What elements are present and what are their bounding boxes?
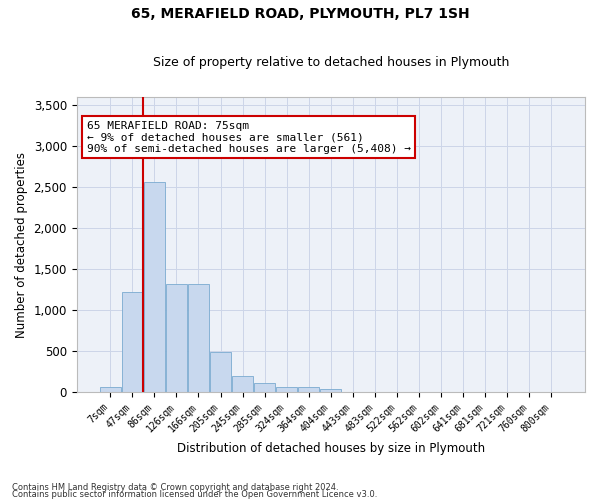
Bar bbox=[276, 388, 297, 392]
X-axis label: Distribution of detached houses by size in Plymouth: Distribution of detached houses by size … bbox=[177, 442, 485, 455]
Text: Contains public sector information licensed under the Open Government Licence v3: Contains public sector information licen… bbox=[12, 490, 377, 499]
Bar bbox=[100, 388, 121, 392]
Bar bbox=[320, 390, 341, 392]
Bar bbox=[166, 284, 187, 392]
Bar bbox=[210, 352, 231, 392]
Bar bbox=[188, 284, 209, 392]
Bar bbox=[254, 383, 275, 392]
Text: 65 MERAFIELD ROAD: 75sqm
← 9% of detached houses are smaller (561)
90% of semi-d: 65 MERAFIELD ROAD: 75sqm ← 9% of detache… bbox=[87, 120, 411, 154]
Y-axis label: Number of detached properties: Number of detached properties bbox=[15, 152, 28, 338]
Text: 65, MERAFIELD ROAD, PLYMOUTH, PL7 1SH: 65, MERAFIELD ROAD, PLYMOUTH, PL7 1SH bbox=[131, 8, 469, 22]
Bar bbox=[122, 292, 143, 392]
Bar bbox=[298, 388, 319, 392]
Title: Size of property relative to detached houses in Plymouth: Size of property relative to detached ho… bbox=[152, 56, 509, 70]
Text: Contains HM Land Registry data © Crown copyright and database right 2024.: Contains HM Land Registry data © Crown c… bbox=[12, 484, 338, 492]
Bar bbox=[144, 182, 165, 392]
Bar bbox=[232, 376, 253, 392]
